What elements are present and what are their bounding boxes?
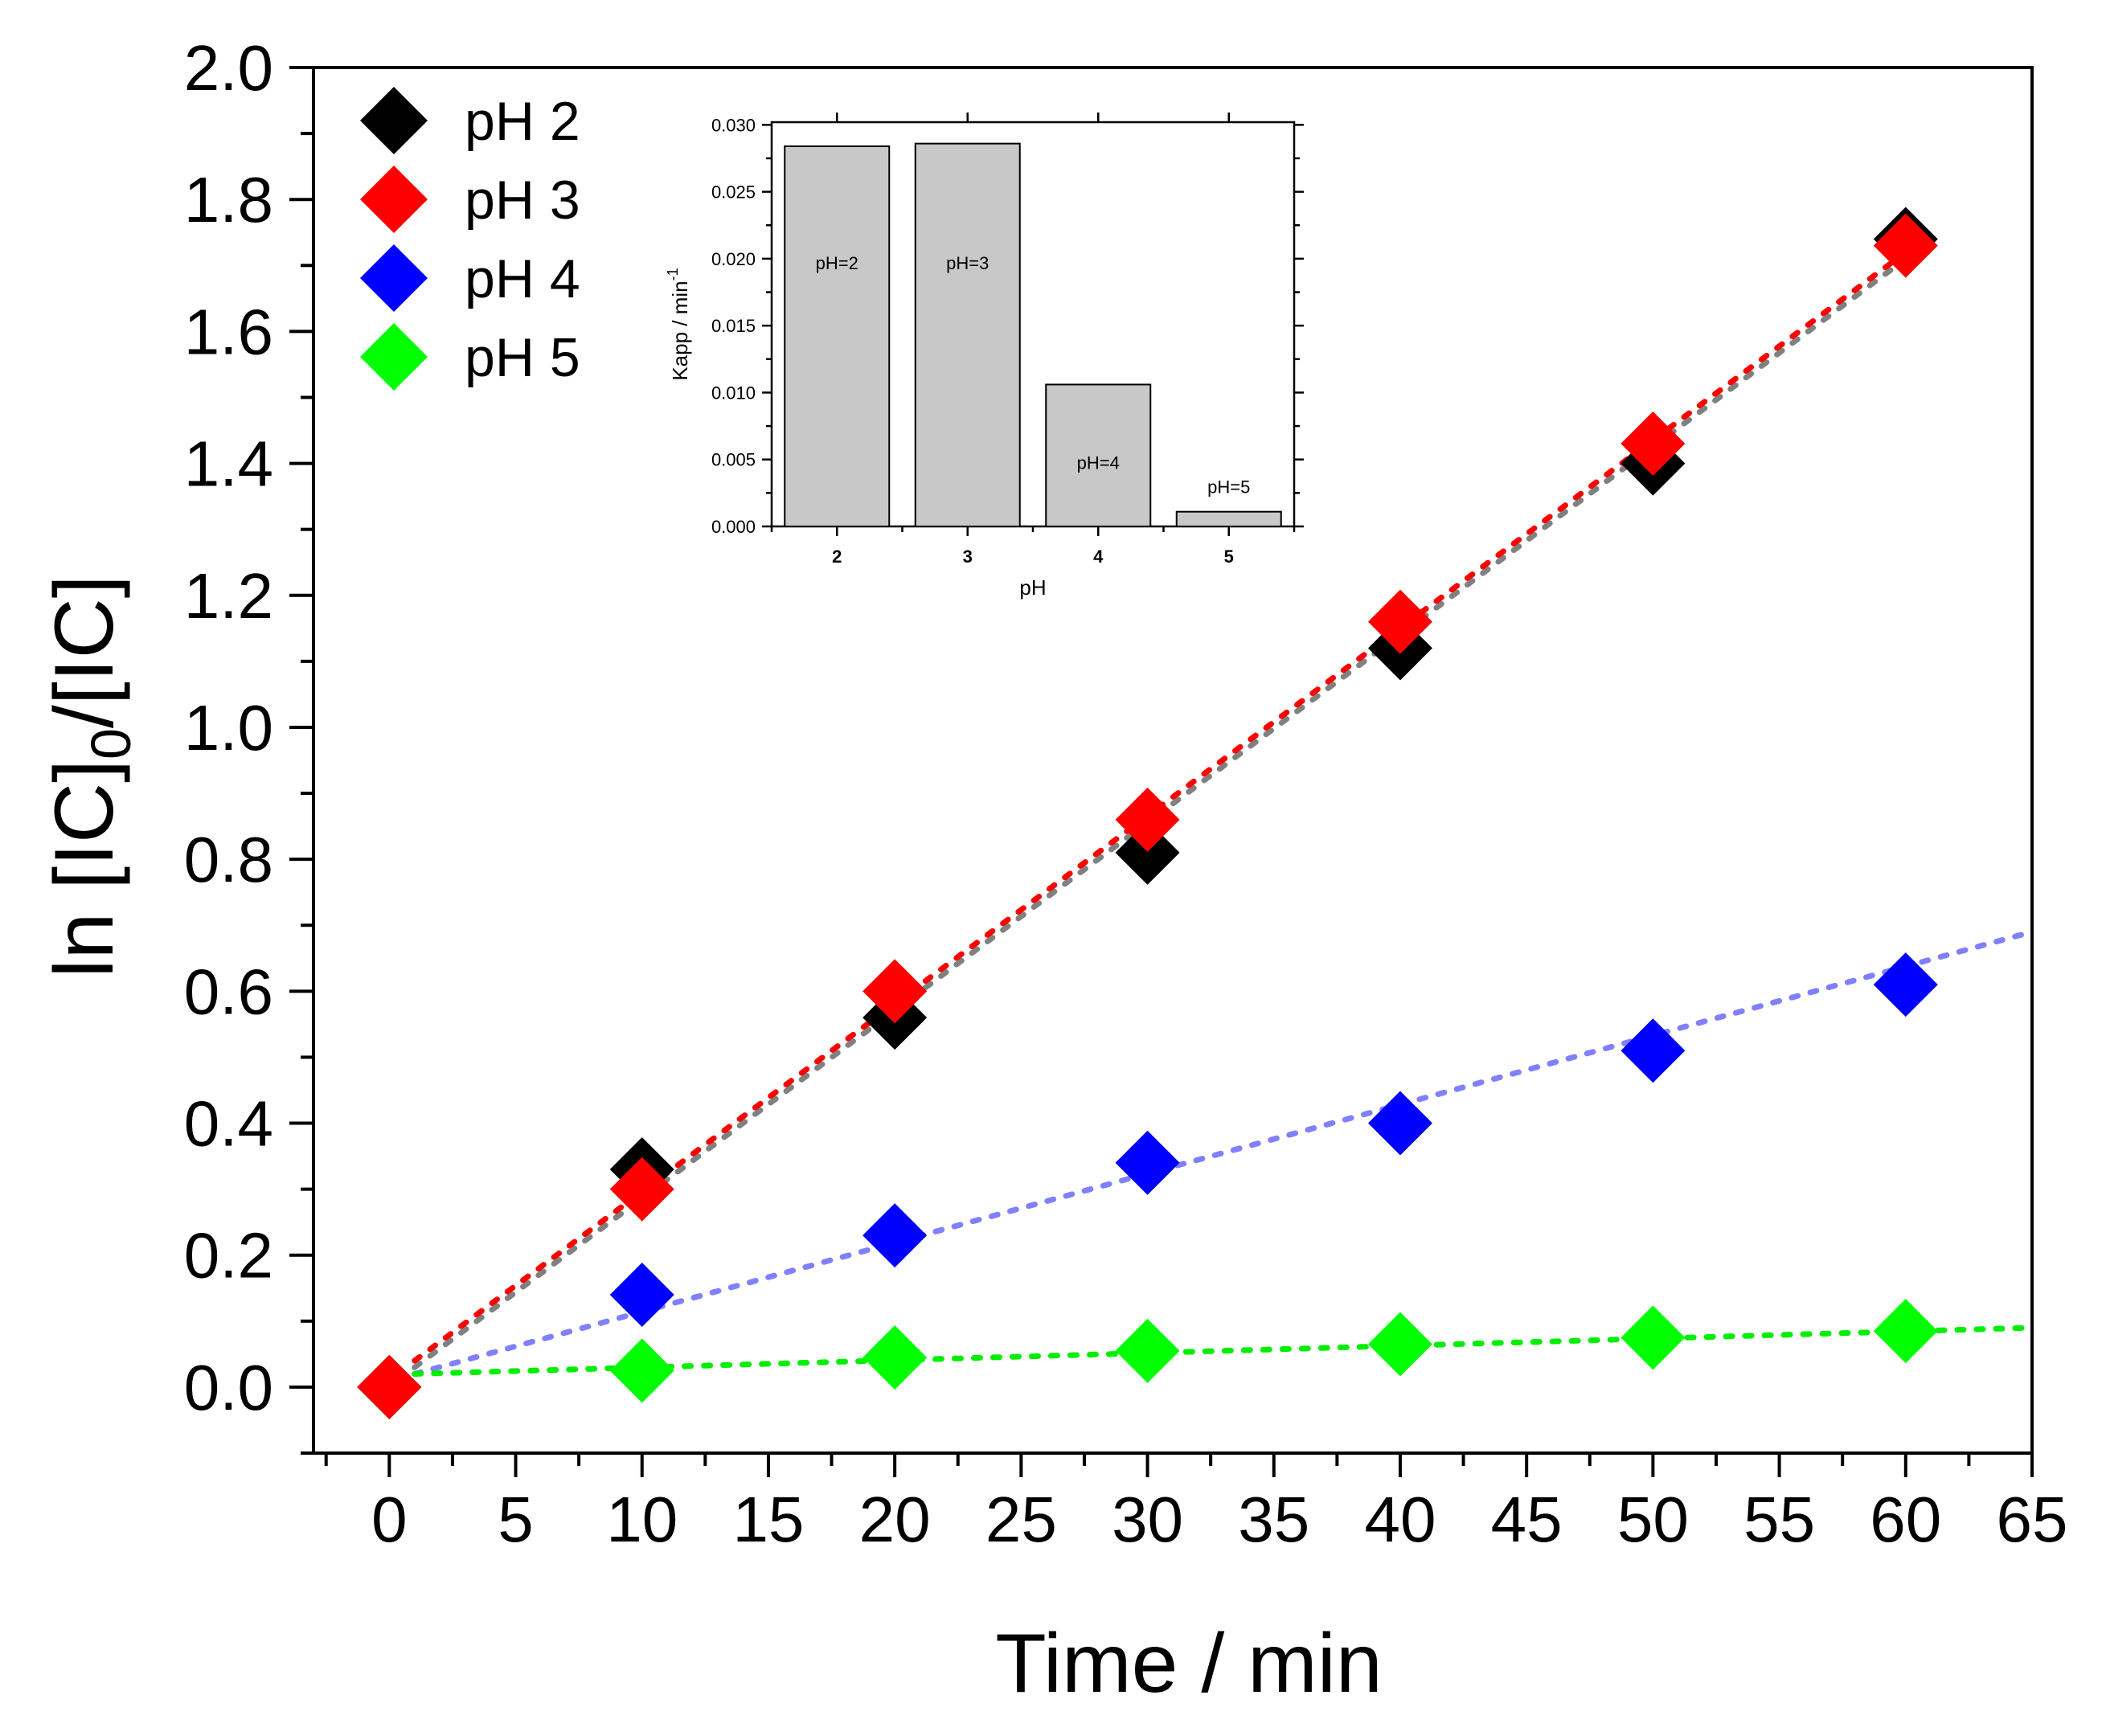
x-tick-label: 45 [1491,1484,1563,1555]
legend-label: pH 5 [465,327,580,388]
legend-marker [360,323,428,391]
data-point-ph-3 [609,1157,674,1222]
y-tick-label: 0.4 [184,1088,273,1160]
y-tick-label: 0.6 [184,956,273,1027]
x-tick-label: 40 [1364,1484,1436,1555]
inset-bar [1175,510,1282,528]
inset-bar-chart: 0.000 0.005 0.010 0.015 0.020 0.025 0.030 2 pH=2… [665,113,1304,600]
x-tick-label: 50 [1617,1484,1689,1555]
data-point-ph-4 [862,1203,928,1268]
inset-x-tick-label: 2 [832,547,842,567]
data-point-ph-4 [1115,1130,1180,1195]
y-axis-title: ln [IC]0/[IC] [38,575,142,977]
x-tick-label: 10 [606,1484,678,1555]
inset-bar-label: pH=3 [946,253,989,273]
inset-y-axis-title-text: Kapp / min [668,280,692,380]
inset-bar [914,142,1021,527]
data-point-ph-4 [1620,1018,1686,1083]
x-tick-label: 5 [498,1484,534,1555]
inset-y-tick-label: 0.015 [711,316,756,336]
inset-y-axis-title-sup: -1 [665,268,681,280]
x-axis-title: Time / min [995,1617,1383,1710]
x-tick-label: 60 [1870,1484,1941,1555]
inset-y-tick-label: 0.020 [711,249,756,269]
legend-marker [360,87,428,154]
inset-bar-label: pH=4 [1077,452,1120,473]
data-point-ph-5 [1873,1299,1938,1364]
inset-bar [784,145,891,527]
data-point-ph-3 [1367,589,1432,654]
data-point-ph-4 [1873,952,1938,1017]
inset-y-tick-label: 0.000 [711,517,756,537]
x-tick-label: 15 [732,1484,804,1555]
data-point-ph-3 [357,1354,422,1419]
y-tick-label: 1.0 [184,692,273,764]
data-point-ph-2 [1115,820,1180,885]
inset-x-tick-label: 4 [1093,547,1104,567]
inset-x-axis-title: pH [1019,575,1046,600]
inset-y-tick-label: 0.030 [711,115,756,135]
data-point-ph-5 [1115,1318,1180,1383]
plot-frame [312,66,2034,1455]
x-tick-label: 35 [1238,1484,1309,1555]
inset-y-tick-label: 0.005 [711,450,756,470]
legend-label: pH 3 [465,170,580,231]
y-tick-label: 0.2 [184,1220,273,1292]
data-point-ph-5 [609,1338,674,1403]
y-axis-title-prefix: ln [IC] [38,760,131,978]
data-point-ph-3 [1873,213,1938,278]
data-point-ph-3 [862,959,928,1024]
data-point-ph-5 [862,1325,928,1390]
data-point-ph-4 [609,1262,674,1327]
y-axis-title-suffix: /[IC] [38,575,131,728]
x-tick-label: 65 [1997,1484,2068,1555]
inset-bar-label: pH=5 [1207,477,1250,497]
data-point-ph-5 [1367,1312,1432,1377]
inset-bar-label: pH=2 [816,253,858,273]
x-tick-label: 25 [985,1484,1057,1555]
x-tick-label: 30 [1112,1484,1183,1555]
inset-x-tick-label: 3 [963,547,973,567]
main-scatter-chart: 0 5 10 15 20 25 30 35 40 45 50 55 60 650.00.20.40.60.… [38,32,2067,1710]
inset-y-tick-label: 0.010 [711,383,756,403]
inset-y-tick-label: 0.025 [711,182,756,203]
data-point-ph-5 [1620,1305,1686,1370]
x-tick-label: 20 [859,1484,931,1555]
legend-label: pH 4 [465,248,580,309]
fit-line-ph-4 [412,928,2035,1377]
inset-x-tick-label: 5 [1224,547,1234,567]
x-tick-label: 55 [1743,1484,1815,1555]
data-point-ph-3 [1620,411,1686,476]
y-tick-label: 1.4 [184,428,273,500]
y-tick-label: 0.0 [184,1352,273,1423]
data-point-ph-3 [1115,787,1180,852]
legend-marker [360,244,428,312]
data-point-ph-4 [1367,1091,1432,1156]
inset-bar [1045,383,1152,527]
legend-label: pH 2 [465,91,580,152]
y-axis-title-subscript: 0 [80,728,142,760]
y-tick-label: 0.8 [184,824,273,895]
inset-y-axis-title: Kapp / min-1 [665,268,692,380]
y-tick-label: 1.2 [184,560,273,632]
y-tick-label: 2.0 [184,32,273,104]
y-tick-label: 1.6 [184,296,273,367]
legend-marker [360,166,428,233]
y-tick-label: 1.8 [184,164,273,235]
fit-line-ph-5 [412,1325,2035,1377]
x-tick-label: 0 [371,1484,408,1555]
